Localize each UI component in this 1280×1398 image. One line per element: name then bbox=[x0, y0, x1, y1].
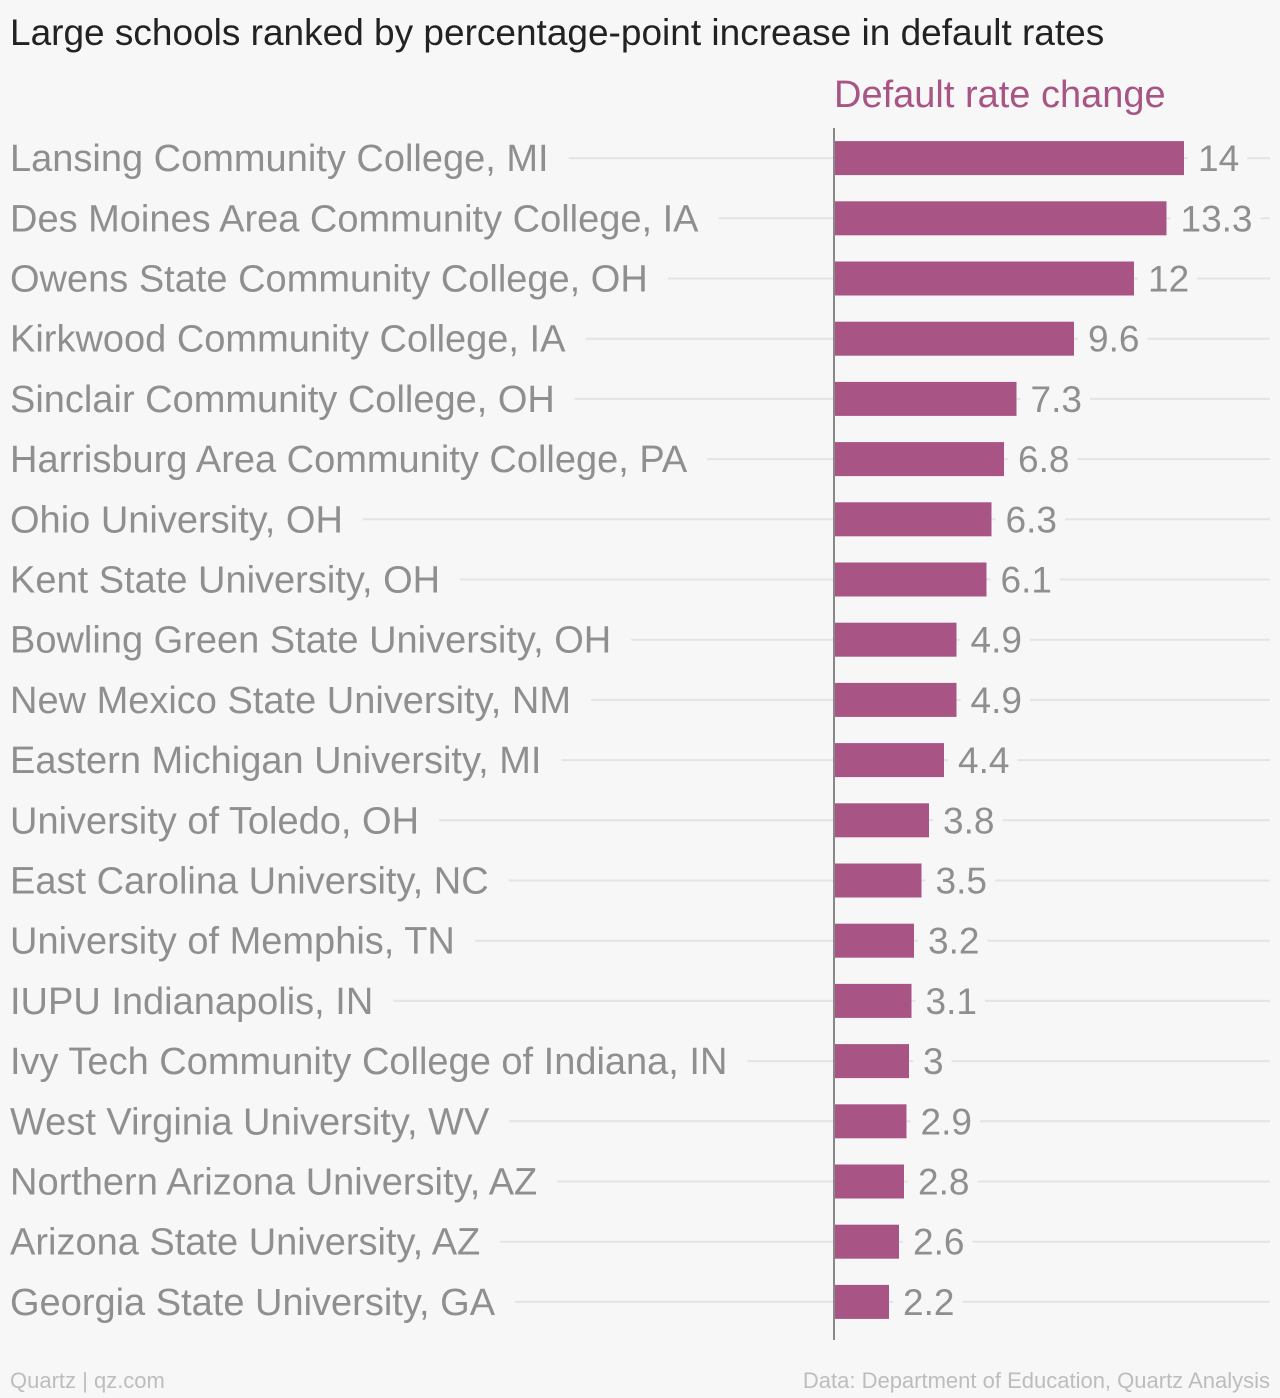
value-label-backdrop bbox=[908, 1163, 978, 1200]
bar bbox=[834, 923, 914, 958]
category-label: Des Moines Area Community College, IA bbox=[10, 198, 699, 240]
category-label: Harrisburg Area Community College, PA bbox=[10, 439, 688, 481]
value-label: 9.6 bbox=[1088, 319, 1139, 360]
value-label-backdrop bbox=[893, 1283, 963, 1320]
category-label: Sinclair Community College, OH bbox=[10, 379, 555, 421]
footer-credit: Quartz | qz.com bbox=[10, 1368, 165, 1393]
value-label-backdrop bbox=[960, 621, 1030, 658]
category-label: Eastern Michigan University, MI bbox=[10, 740, 541, 782]
value-label: 6.1 bbox=[1001, 560, 1052, 601]
category-label: Ohio University, OH bbox=[10, 499, 343, 541]
value-label-backdrop bbox=[1078, 320, 1148, 357]
bar bbox=[834, 381, 1017, 416]
value-label: 12 bbox=[1148, 259, 1189, 300]
footer-source: Data: Department of Education, Quartz An… bbox=[802, 1368, 1270, 1393]
bar bbox=[834, 141, 1184, 176]
value-label-backdrop bbox=[913, 1043, 952, 1080]
bar bbox=[834, 201, 1167, 236]
category-label: Kent State University, OH bbox=[10, 560, 440, 602]
value-label-backdrop bbox=[1170, 200, 1261, 237]
value-label: 3.1 bbox=[926, 981, 977, 1022]
value-label-backdrop bbox=[1020, 380, 1090, 417]
value-label: 14 bbox=[1198, 138, 1239, 179]
category-label: West Virginia University, WV bbox=[10, 1101, 490, 1143]
category-label: Ivy Tech Community College of Indiana, I… bbox=[10, 1041, 727, 1083]
series-label: Default rate change bbox=[834, 74, 1166, 116]
value-label: 3.5 bbox=[936, 861, 987, 902]
bar bbox=[834, 1104, 907, 1139]
bar bbox=[834, 983, 912, 1018]
category-label: IUPU Indianapolis, IN bbox=[10, 981, 373, 1023]
category-label: Kirkwood Community College, IA bbox=[10, 319, 566, 361]
bar bbox=[834, 261, 1134, 296]
value-label: 7.3 bbox=[1031, 379, 1082, 420]
chart-title: Large schools ranked by percentage-point… bbox=[10, 12, 1105, 53]
value-label-backdrop bbox=[990, 561, 1060, 598]
value-label-backdrop bbox=[910, 1103, 980, 1140]
category-label: University of Toledo, OH bbox=[10, 800, 419, 842]
value-label-backdrop bbox=[915, 982, 985, 1019]
value-label: 6.3 bbox=[1006, 499, 1057, 540]
bar bbox=[834, 803, 929, 838]
value-label: 3 bbox=[923, 1041, 944, 1082]
bar bbox=[834, 863, 922, 898]
category-label: East Carolina University, NC bbox=[10, 861, 489, 903]
category-label: Bowling Green State University, OH bbox=[10, 620, 611, 662]
value-label-backdrop bbox=[925, 862, 995, 899]
category-label: Owens State Community College, OH bbox=[10, 259, 648, 301]
value-label: 13.3 bbox=[1181, 198, 1253, 239]
value-label-backdrop bbox=[1008, 441, 1078, 478]
bar bbox=[834, 1044, 909, 1079]
value-label: 6.8 bbox=[1018, 439, 1069, 480]
category-label: Georgia State University, GA bbox=[10, 1282, 496, 1324]
bar bbox=[834, 562, 987, 597]
value-label-backdrop bbox=[1138, 260, 1198, 297]
value-label-backdrop bbox=[903, 1223, 973, 1260]
category-label: Arizona State University, AZ bbox=[10, 1222, 480, 1264]
value-label: 2.2 bbox=[903, 1282, 954, 1323]
value-label-backdrop bbox=[918, 922, 988, 959]
value-label: 2.8 bbox=[918, 1162, 969, 1203]
value-label: 2.9 bbox=[921, 1101, 972, 1142]
bar bbox=[834, 321, 1074, 356]
bar bbox=[834, 1224, 899, 1259]
value-label: 2.6 bbox=[913, 1222, 964, 1263]
category-label: New Mexico State University, NM bbox=[10, 680, 571, 722]
bar bbox=[834, 743, 944, 778]
value-label: 4.4 bbox=[958, 740, 1009, 781]
value-label: 3.2 bbox=[928, 921, 979, 962]
category-label: Northern Arizona University, AZ bbox=[10, 1162, 537, 1204]
value-label: 4.9 bbox=[971, 620, 1022, 661]
category-label: University of Memphis, TN bbox=[10, 921, 455, 963]
value-label: 3.8 bbox=[943, 800, 994, 841]
value-label-backdrop bbox=[960, 681, 1030, 718]
bar bbox=[834, 1284, 889, 1319]
bar bbox=[834, 682, 957, 717]
value-label: 4.9 bbox=[971, 680, 1022, 721]
value-label-backdrop bbox=[1188, 140, 1248, 177]
bar bbox=[834, 1164, 904, 1199]
category-label: Lansing Community College, MI bbox=[10, 138, 549, 180]
bar bbox=[834, 502, 992, 537]
bar bbox=[834, 622, 957, 657]
value-label-backdrop bbox=[948, 742, 1018, 779]
value-label-backdrop bbox=[995, 501, 1065, 538]
value-label-backdrop bbox=[933, 802, 1003, 839]
bar bbox=[834, 442, 1004, 477]
